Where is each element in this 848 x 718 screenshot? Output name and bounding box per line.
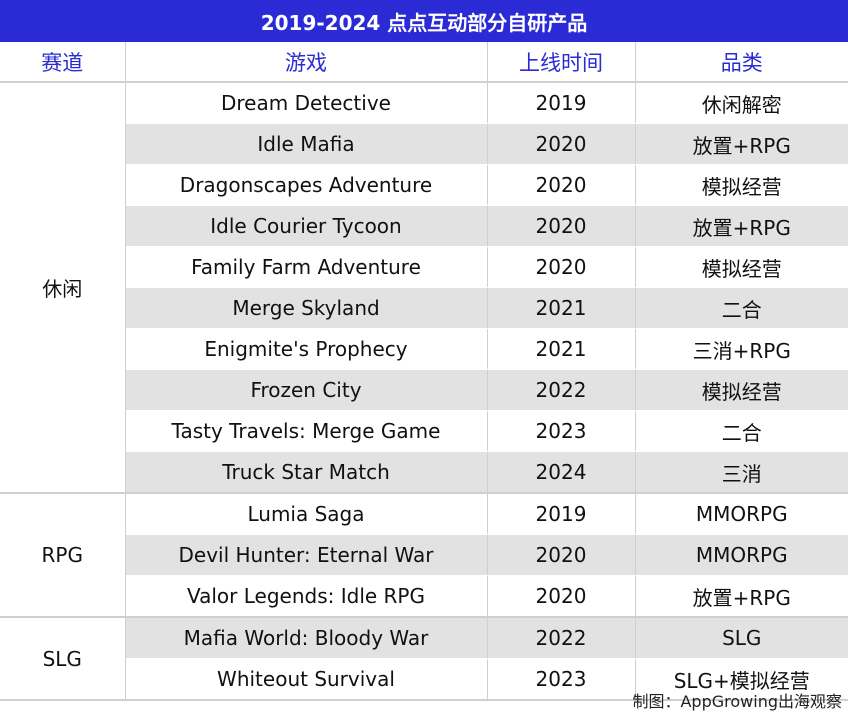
header-row: 赛道 游戏 上线时间 品类: [0, 42, 848, 83]
genre-cell: 放置+RPG: [635, 123, 848, 165]
table-row: Devil Hunter: Eternal War 2020 MMORPG: [0, 534, 848, 576]
game-cell: Frozen City: [125, 369, 488, 411]
launch-year-cell: 2023: [487, 410, 636, 452]
table-row: Whiteout Survival 2023 SLG+模拟经营: [0, 658, 848, 701]
table-row: Merge Skyland 2021 二合: [0, 287, 848, 329]
table-row: Dragonscapes Adventure 2020 模拟经营: [0, 164, 848, 206]
header-launch-year: 上线时间: [487, 42, 636, 83]
launch-year-cell: 2023: [487, 658, 636, 701]
launch-year-cell: 2022: [487, 617, 636, 659]
table-row: Family Farm Adventure 2020 模拟经营: [0, 246, 848, 288]
launch-year-cell: 2020: [487, 205, 636, 247]
source-credit: 制图：AppGrowing出海观察: [632, 692, 842, 711]
launch-year-cell: 2020: [487, 534, 636, 576]
category-cell: SLG: [0, 617, 126, 701]
header-category: 赛道: [0, 42, 126, 83]
genre-cell: 模拟经营: [635, 369, 848, 411]
genre-cell: 放置+RPG: [635, 205, 848, 247]
header-game: 游戏: [125, 42, 488, 83]
game-cell: Valor Legends: Idle RPG: [125, 575, 488, 618]
table-row: Enigmite's Prophecy 2021 三消+RPG: [0, 328, 848, 370]
table-title: 2019-2024 点点互动部分自研产品: [0, 0, 848, 42]
genre-cell: 三消: [635, 451, 848, 494]
table-row: Truck Star Match 2024 三消: [0, 451, 848, 494]
header-genre: 品类: [635, 42, 848, 83]
genre-cell: 三消+RPG: [635, 328, 848, 370]
launch-year-cell: 2019: [487, 82, 636, 124]
launch-year-cell: 2022: [487, 369, 636, 411]
table-row: Idle Mafia 2020 放置+RPG: [0, 123, 848, 165]
genre-cell: MMORPG: [635, 534, 848, 576]
genre-cell: MMORPG: [635, 493, 848, 535]
product-table: 赛道 游戏 上线时间 品类 休闲 Dream Detective 2019 休闲解密 I…: [0, 42, 848, 701]
game-cell: Enigmite's Prophecy: [125, 328, 488, 370]
game-cell: Dream Detective: [125, 82, 488, 124]
game-cell: Mafia World: Bloody War: [125, 617, 488, 659]
game-cell: Merge Skyland: [125, 287, 488, 329]
game-cell: Idle Mafia: [125, 123, 488, 165]
game-cell: Idle Courier Tycoon: [125, 205, 488, 247]
genre-cell: 模拟经营: [635, 246, 848, 288]
category-cell: RPG: [0, 493, 126, 618]
launch-year-cell: 2024: [487, 451, 636, 494]
genre-cell: 二合: [635, 410, 848, 452]
table-row: Tasty Travels: Merge Game 2023 二合: [0, 410, 848, 452]
genre-cell: 二合: [635, 287, 848, 329]
table-row: Frozen City 2022 模拟经营: [0, 369, 848, 411]
launch-year-cell: 2020: [487, 246, 636, 288]
game-cell: Truck Star Match: [125, 451, 488, 494]
genre-cell: 模拟经营: [635, 164, 848, 206]
genre-cell: SLG+模拟经营: [635, 658, 848, 701]
table-row: SLG Mafia World: Bloody War 2022 SLG: [0, 617, 848, 701]
game-cell: Tasty Travels: Merge Game: [125, 410, 488, 452]
game-cell: Whiteout Survival: [125, 658, 488, 701]
table-row: RPG Lumia Saga 2019 MMORPG: [0, 493, 848, 618]
game-cell: Family Farm Adventure: [125, 246, 488, 288]
table-row: Valor Legends: Idle RPG 2020 放置+RPG: [0, 575, 848, 618]
game-cell: Dragonscapes Adventure: [125, 164, 488, 206]
genre-cell: 放置+RPG: [635, 575, 848, 618]
launch-year-cell: 2020: [487, 123, 636, 165]
launch-year-cell: 2020: [487, 164, 636, 206]
game-cell: Devil Hunter: Eternal War: [125, 534, 488, 576]
game-cell: Lumia Saga: [125, 493, 488, 535]
table-row: Idle Courier Tycoon 2020 放置+RPG: [0, 205, 848, 247]
launch-year-cell: 2021: [487, 328, 636, 370]
table-row: 休闲 Dream Detective 2019 休闲解密: [0, 82, 848, 494]
category-cell: 休闲: [0, 82, 126, 494]
genre-cell: SLG: [635, 617, 848, 659]
launch-year-cell: 2021: [487, 287, 636, 329]
genre-cell: 休闲解密: [635, 82, 848, 124]
launch-year-cell: 2020: [487, 575, 636, 618]
launch-year-cell: 2019: [487, 493, 636, 535]
